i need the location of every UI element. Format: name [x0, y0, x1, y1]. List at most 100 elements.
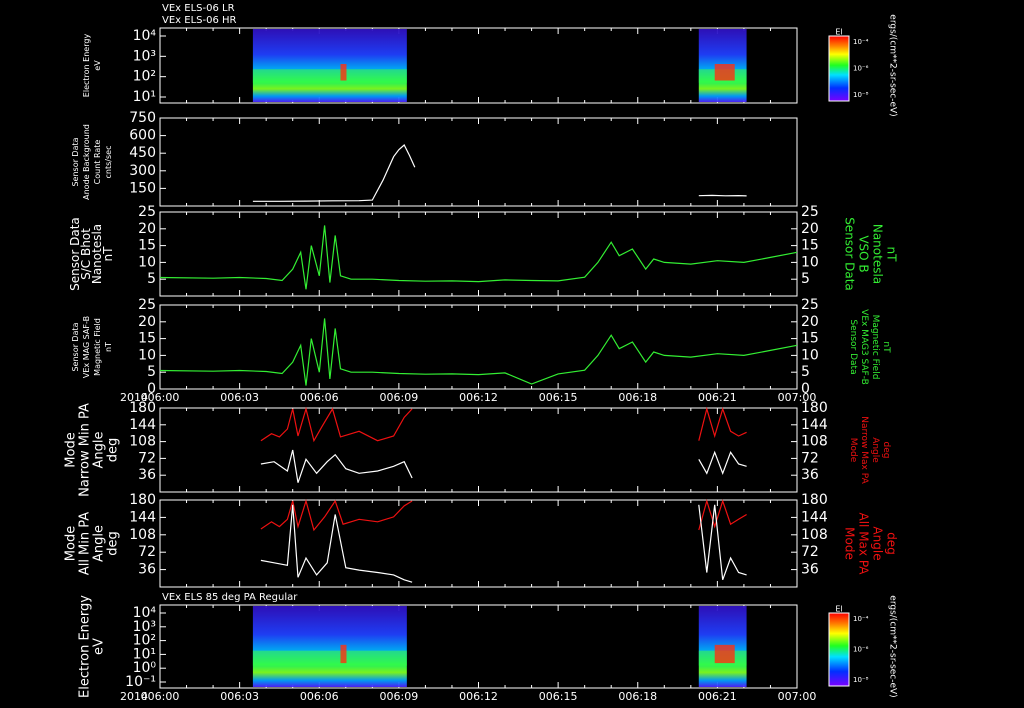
panel-4-ytick-right-label: 0	[801, 381, 810, 397]
panel-5-right-label: Narrow Max PA	[859, 416, 869, 484]
x-axis-tick-label: 006:06	[300, 391, 339, 404]
panel-6-ytick-label: 180	[129, 492, 156, 508]
x-axis-year: 2014	[120, 391, 148, 404]
panel-7-colorbar-tick: 10⁻⁸	[853, 676, 869, 684]
panel-6-ylabel: Angle	[92, 525, 107, 562]
x-axis-tick-label: 006:12	[459, 391, 498, 404]
panel-5-ylabel: Narrow Min PA	[78, 403, 93, 497]
panel-7-colorbar	[828, 612, 850, 687]
x-axis-tick-label: 006:18	[618, 391, 657, 404]
panel-5-ytick-label: 108	[129, 434, 156, 450]
panel-3-right-label: Nanotesla	[871, 224, 885, 284]
panel-5-ylabel: Mode	[64, 432, 79, 467]
panel-5-series-max	[698, 406, 747, 441]
panel-6-right-label: Mode	[843, 527, 857, 560]
panel-7-colorbar-label: El	[835, 605, 842, 614]
panel-3-ylabel: Sensor Data	[68, 217, 82, 291]
panel-5-ylabel: Angle	[92, 432, 107, 469]
panel-2-ytick-label: 600	[129, 128, 156, 144]
panel-3-ytick-right-label: 5	[801, 271, 810, 287]
panel-6-frame	[159, 499, 798, 588]
panel-6-ytick-right-label: 180	[801, 492, 828, 508]
panel-3-ytick-right-label: 20	[801, 221, 819, 237]
panel-3-ytick-label: 20	[138, 221, 156, 237]
panel-4-ytick-label: 5	[147, 364, 156, 380]
panel-1-title: VEx ELS-06 LR	[162, 3, 235, 14]
panel-2-ytick-label: 300	[129, 163, 156, 179]
panel-5-ytick-right-label: 144	[801, 417, 828, 433]
x-axis-tick-label: 006:21	[698, 391, 737, 404]
panel-4-right-label: Magnetic Field	[870, 315, 880, 380]
panel-3-ylabel: nT	[101, 246, 115, 262]
panel-2-series-right	[698, 194, 747, 197]
panel-7-spectrogram-hotspot	[714, 644, 735, 664]
panel-7-ytick-label: 10⁰	[133, 660, 157, 676]
panel-6-series-max	[698, 498, 747, 531]
panel-6-ytick-label: 144	[129, 509, 156, 525]
panel-4-ytick-right-label: 5	[801, 364, 810, 380]
panel-5-series-min	[260, 449, 413, 483]
panel-7-ytick-label: 10²	[133, 633, 156, 649]
panel-3-series-B	[159, 225, 798, 290]
panel-6-ytick-label: 36	[138, 562, 156, 578]
panel-4-ylabel: nT	[104, 342, 113, 352]
x-axis-tick-label: 006:06	[300, 690, 339, 703]
panel-7-title: VEx ELS 85 deg PA Regular	[162, 592, 298, 603]
panel-4-frame	[159, 304, 798, 390]
panel-4-series-B	[159, 318, 798, 386]
panel-7-ytick-label: 10⁻¹	[125, 674, 156, 690]
panel-2-ylabel: Count Rate	[93, 140, 102, 185]
panel-5-series-max	[260, 406, 413, 443]
panel-6-series-min	[260, 504, 413, 583]
panel-7-ytick-label: 10³	[133, 619, 156, 635]
panel-5-ytick-label: 72	[138, 450, 156, 466]
panel-2-ytick-label: 450	[129, 145, 156, 161]
panel-3-ytick-right-label: 15	[801, 238, 819, 254]
panel-4-ytick-right-label: 15	[801, 331, 819, 347]
x-axis-tick-label: 006:15	[539, 391, 578, 404]
panel-3-right-label: nT	[885, 247, 899, 263]
panel-5-right-label: Angle	[870, 437, 880, 463]
panel-5-right-label: Mode	[848, 438, 858, 463]
panel-1-colorbar-tick: 10⁻⁸	[853, 91, 869, 99]
panel-6-ylabel: deg	[106, 531, 121, 556]
panel-1-spectrogram-hotspot	[340, 64, 347, 81]
panel-7-spectrogram-hotspot	[340, 644, 347, 664]
panel-3-frame	[159, 211, 798, 297]
panel-6-ytick-right-label: 108	[801, 527, 828, 543]
panel-6-series-min	[698, 504, 747, 581]
panel-7-colorbar-tick: 10⁻⁴	[853, 615, 869, 623]
panel-5-ytick-label: 180	[129, 400, 156, 416]
panel-6-right-label: All Max PA	[857, 513, 871, 576]
panel-6-ytick-label: 72	[138, 544, 156, 560]
panel-7-spectrogram-block	[252, 606, 407, 687]
panel-2-ylabel: Anode Background	[82, 124, 91, 200]
panel-4-right-label: nT	[881, 341, 891, 353]
panel-3-ytick-label: 25	[138, 204, 156, 220]
panel-1-ytick-label: 10⁴	[133, 28, 157, 44]
x-axis-tick-label: 006:12	[459, 690, 498, 703]
panel-1-colorbar-tick: 10⁻⁶	[853, 65, 869, 73]
panel-7-ylabel: Electron Energy	[78, 595, 93, 698]
panel-6-ytick-label: 108	[129, 527, 156, 543]
panel-5-frame	[159, 407, 798, 493]
panel-6-ytick-right-label: 144	[801, 509, 828, 525]
panel-4-right-label: Sensor Data	[848, 319, 858, 374]
panel-5-series-min	[698, 450, 747, 475]
panel-2-ytick-label: 150	[129, 180, 156, 196]
panel-3-ytick-label: 15	[138, 238, 156, 254]
panel-4-ytick-right-label: 20	[801, 314, 819, 330]
panel-5-ytick-right-label: 36	[801, 467, 819, 483]
panel-5-ytick-right-label: 72	[801, 450, 819, 466]
panel-3-ylabel: S/C Bhot	[79, 228, 93, 280]
x-axis-tick-label: 006:09	[380, 690, 419, 703]
panel-5-ytick-right-label: 180	[801, 400, 828, 416]
panel-6-ytick-right-label: 36	[801, 562, 819, 578]
panel-1-ytick-label: 10¹	[133, 89, 156, 105]
panel-7-ytick-label: 10¹	[133, 646, 156, 662]
panel-6-ylabel: All Min PA	[78, 512, 93, 575]
panel-2-series-left	[252, 144, 416, 202]
panel-1-colorbar	[828, 35, 850, 102]
panel-4-ytick-label: 25	[138, 297, 156, 313]
panel-3-right-label: Sensor Data	[843, 217, 857, 291]
